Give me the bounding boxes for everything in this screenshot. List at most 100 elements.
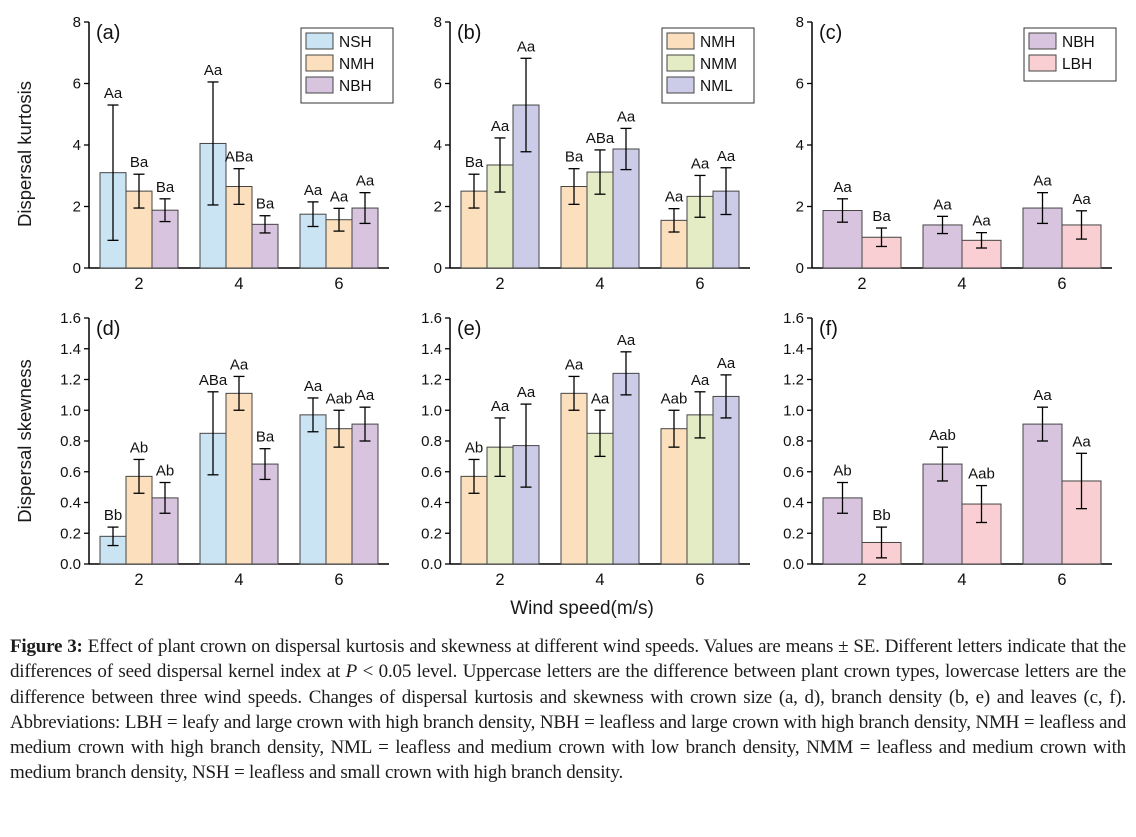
y-tick-label-d: 1.4 bbox=[60, 341, 81, 358]
legend-swatch-b-NML bbox=[666, 76, 695, 94]
y-tick-label-e: 0.2 bbox=[421, 525, 442, 542]
sig-letter-c-LBH-4: Aa bbox=[972, 213, 991, 230]
y-tick-label-e: 1.6 bbox=[421, 310, 442, 327]
panel-a-chart: 0 2 4 6 8 Aa Ba Ba 2 Aa ABa Ba 4 Aa Aa Aa 6 (a) NSH NMH NBH bbox=[73, 14, 394, 293]
sig-letter-b-NMM-2: Aa bbox=[491, 118, 510, 135]
sig-letter-c-NBH-4: Aa bbox=[933, 196, 952, 213]
y-tick-label-d: 0.0 bbox=[60, 556, 81, 573]
panel-c-chart: 0 2 4 6 8 Aa Ba 2 Aa Aa 4 Aa Aa 6 (c) NBH LBH bbox=[796, 14, 1117, 293]
bar-e-NML-6 bbox=[712, 395, 740, 565]
legend-label-a-NBH: NBH bbox=[339, 78, 372, 95]
bar-d-NBH-4 bbox=[251, 463, 279, 565]
y-tick-label-f: 0.0 bbox=[783, 556, 804, 573]
sig-letter-f-LBH-2: Bb bbox=[872, 507, 890, 524]
sig-letter-e-NMH-6: Aab bbox=[661, 390, 688, 407]
sig-letter-b-NMH-4: Ba bbox=[565, 149, 584, 166]
y-tick-label-a: 8 bbox=[73, 14, 81, 31]
sig-letter-b-NMM-4: ABa bbox=[586, 130, 615, 147]
sig-letter-f-LBH-6: Aa bbox=[1072, 433, 1091, 450]
y-tick-label-c: 8 bbox=[796, 14, 804, 31]
x-category-label-f: 6 bbox=[1057, 571, 1066, 589]
y-tick-label-d: 0.4 bbox=[60, 495, 81, 512]
sig-letter-d-NSH-4: ABa bbox=[199, 372, 228, 389]
panel-f-chart: 0.0 0.2 0.4 0.6 0.8 1.0 1.2 1.4 1.6 Ab Bb 2 Aab Aab 4 A… bbox=[783, 310, 1112, 589]
y-tick-label-d: 0.2 bbox=[60, 525, 81, 542]
sig-letter-a-NMH-6: Aa bbox=[330, 188, 349, 205]
sig-letter-b-NML-4: Aa bbox=[617, 108, 636, 125]
figure-caption-label: Figure 3: bbox=[10, 636, 83, 657]
x-category-label-b: 2 bbox=[495, 275, 504, 293]
y-tick-label-b: 8 bbox=[434, 14, 442, 31]
panel-tag-b: (b) bbox=[457, 22, 481, 44]
panel-tag-d: (d) bbox=[96, 318, 120, 340]
x-category-label-f: 2 bbox=[857, 571, 866, 589]
y-tick-label-d: 1.0 bbox=[60, 402, 81, 419]
y-tick-label-b: 0 bbox=[434, 260, 442, 277]
y-tick-label-a: 2 bbox=[73, 199, 81, 216]
x-category-label-a: 2 bbox=[134, 275, 143, 293]
figure-caption-text-1: Effect of plant crown on dispersal kurto… bbox=[10, 636, 1126, 683]
sig-letter-c-NBH-6: Aa bbox=[1033, 173, 1052, 190]
y-tick-label-e: 0.6 bbox=[421, 464, 442, 481]
y-tick-label-e: 1.0 bbox=[421, 402, 442, 419]
panel-tag-e: (e) bbox=[457, 318, 481, 340]
sig-letter-d-NMH-6: Aab bbox=[326, 390, 353, 407]
x-category-label-e: 6 bbox=[695, 571, 704, 589]
legend-swatch-b-NMM bbox=[666, 54, 695, 72]
y-tick-label-c: 0 bbox=[796, 260, 804, 277]
figure-caption: Figure 3: Effect of plant crown on dispe… bbox=[10, 634, 1126, 786]
sig-letter-e-NMM-4: Aa bbox=[591, 390, 610, 407]
sig-letter-a-NBH-2: Ba bbox=[156, 179, 175, 196]
sig-letter-e-NMM-6: Aa bbox=[691, 372, 710, 389]
y-tick-label-f: 1.0 bbox=[783, 402, 804, 419]
bar-e-NML-4 bbox=[612, 372, 640, 565]
panel-e-chart: 0.00.20.40.60.81.01.21.41.6AbAaAa2AaAaAa… bbox=[421, 310, 750, 589]
y-tick-label-f: 0.6 bbox=[783, 464, 804, 481]
sig-letter-c-LBH-2: Ba bbox=[872, 208, 891, 225]
sig-letter-e-NMM-2: Aa bbox=[491, 398, 510, 415]
y-tick-label-a: 0 bbox=[73, 260, 81, 277]
y-tick-label-f: 0.8 bbox=[783, 433, 804, 450]
y-tick-label-f: 1.2 bbox=[783, 372, 804, 389]
sig-letter-b-NMH-2: Ba bbox=[465, 154, 484, 171]
y-tick-label-d: 1.6 bbox=[60, 310, 81, 327]
panel-tag-a: (a) bbox=[96, 22, 120, 44]
sig-letter-a-NBH-6: Aa bbox=[356, 173, 375, 190]
sig-letter-d-NMH-2: Ab bbox=[130, 439, 148, 456]
legend-label-b-NMH: NMH bbox=[700, 34, 735, 51]
sig-letter-e-NML-6: Aa bbox=[717, 355, 736, 372]
figure-caption-p-symbol: P bbox=[345, 661, 358, 683]
x-category-label-d: 6 bbox=[334, 571, 343, 589]
x-category-label-b: 6 bbox=[695, 275, 704, 293]
x-category-label-b: 4 bbox=[595, 275, 604, 293]
x-axis-label: Wind speed(m/s) bbox=[510, 598, 654, 619]
sig-letter-b-NML-6: Aa bbox=[717, 148, 736, 165]
legend-label-c-NBH: NBH bbox=[1062, 34, 1095, 51]
sig-letter-a-NMH-4: ABa bbox=[225, 149, 254, 166]
sig-letter-e-NMH-2: Ab bbox=[465, 439, 483, 456]
y-tick-label-e: 1.4 bbox=[421, 341, 442, 358]
y-tick-label-b: 6 bbox=[434, 76, 442, 93]
legend-swatch-b-NMH bbox=[666, 32, 695, 50]
y-tick-label-d: 1.2 bbox=[60, 372, 81, 389]
legend-label-a-NMH: NMH bbox=[339, 56, 374, 73]
bar-f-LBH-4 bbox=[961, 503, 1002, 565]
y-tick-label-a: 6 bbox=[73, 76, 81, 93]
sig-letter-f-LBH-4: Aab bbox=[968, 466, 995, 483]
sig-letter-d-NBH-2: Ab bbox=[156, 463, 174, 480]
y-tick-label-e: 0.8 bbox=[421, 433, 442, 450]
bar-e-NML-2 bbox=[512, 445, 540, 565]
sig-letter-a-NMH-2: Ba bbox=[130, 154, 149, 171]
x-category-label-c: 4 bbox=[957, 275, 966, 293]
legend-label-b-NML: NML bbox=[700, 78, 733, 95]
x-category-label-e: 4 bbox=[595, 571, 604, 589]
figure-caption-text-2: < 0.05 level. Uppercase letters are the … bbox=[10, 661, 1126, 784]
y-tick-label-b: 2 bbox=[434, 199, 442, 216]
sig-letter-f-NBH-4: Aab bbox=[929, 427, 956, 444]
bar-b-NMH-2 bbox=[460, 190, 488, 269]
y-tick-label-e: 1.2 bbox=[421, 372, 442, 389]
x-category-label-a: 6 bbox=[334, 275, 343, 293]
panel-d-chart: 0.00.20.40.60.81.01.21.41.6BbAbAb2ABaAaB… bbox=[60, 310, 389, 589]
sig-letter-f-NBH-6: Aa bbox=[1033, 387, 1052, 404]
